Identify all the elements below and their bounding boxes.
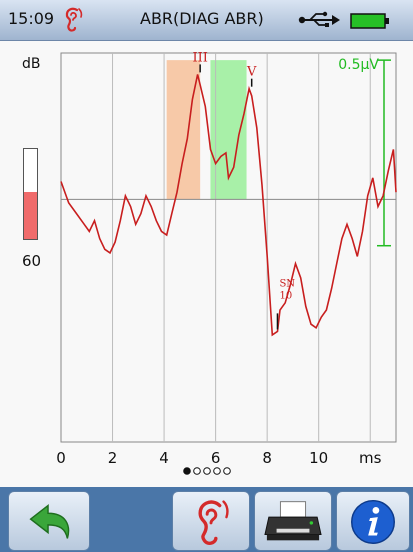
latency-windows (166, 60, 247, 200)
x-tick-label: 8 (262, 449, 272, 467)
stimulus-level-fill (24, 192, 37, 239)
usb-icon (298, 11, 340, 27)
page-dot[interactable] (203, 467, 211, 475)
clock-time: 15:09 (8, 9, 55, 28)
info-icon (351, 499, 395, 544)
page-indicator[interactable] (182, 465, 232, 477)
battery-icon (350, 13, 389, 29)
x-tick-label: 4 (159, 449, 169, 467)
latency-window-0 (166, 60, 201, 200)
page-dot[interactable] (183, 467, 191, 475)
ear-select-button[interactable] (172, 491, 250, 551)
page-dot[interactable] (193, 467, 201, 475)
scale-bar-label: 0.5µV (338, 57, 379, 73)
y-unit-label: dB (22, 56, 41, 72)
back-arrow-icon (29, 504, 70, 539)
ear-icon (198, 500, 229, 545)
status-bar: 15:09 ABR(DIAG ABR) (0, 0, 413, 41)
back-button[interactable] (8, 491, 90, 551)
x-tick-labels: 0 2 4 6 8 10 ms (56, 449, 381, 467)
screen-title: ABR(DIAG ABR) (140, 9, 264, 28)
page-dot[interactable] (223, 467, 231, 475)
plot-frame (60, 52, 397, 443)
printer-icon (264, 501, 322, 541)
scale-bar: 0.5µV (338, 57, 391, 247)
marker-label-sn-10-line2: 10 (279, 290, 292, 301)
stimulus-level-bar (23, 148, 38, 240)
ear-icon (65, 7, 83, 32)
page-dot[interactable] (213, 467, 221, 475)
print-button[interactable] (254, 491, 332, 551)
x-tick-label: 2 (108, 449, 118, 467)
marker-label-iii: III (192, 50, 207, 65)
bottom-toolbar (0, 487, 413, 552)
marker-label-v: V (246, 65, 257, 80)
marker-label-sn-10: SN (279, 278, 295, 289)
x-tick-label: 10 (309, 449, 328, 467)
waveform-trace (60, 74, 397, 337)
info-button[interactable] (336, 491, 410, 551)
level-value: 60 (22, 252, 41, 270)
x-tick-label: 0 (56, 449, 66, 467)
x-axis-unit: ms (359, 449, 382, 467)
x-tick-label: 6 (211, 449, 221, 467)
